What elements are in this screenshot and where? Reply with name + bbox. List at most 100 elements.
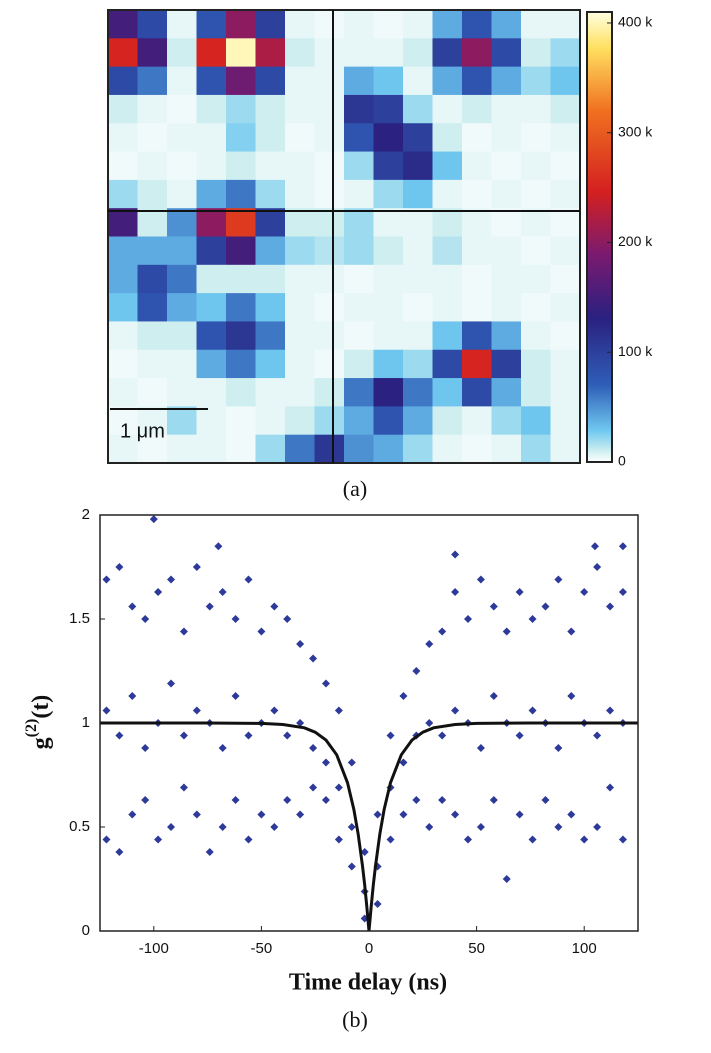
- heatmap-cell: [432, 264, 463, 294]
- data-point: [386, 731, 395, 740]
- heatmap-cell: [403, 179, 433, 209]
- heatmap-cell: [344, 406, 374, 436]
- heatmap-cell: [167, 123, 197, 153]
- heatmap-cell: [285, 10, 315, 39]
- heatmap-cell: [521, 321, 551, 351]
- heatmap-cell: [137, 94, 168, 124]
- data-point: [476, 743, 485, 752]
- data-point: [476, 575, 485, 584]
- heatmap-cell: [462, 10, 492, 39]
- heatmap-cell: [373, 378, 404, 407]
- heatmap-cell: [255, 378, 286, 407]
- heatmap-cell: [108, 236, 138, 266]
- heatmap-cell: [462, 208, 492, 237]
- heatmap-cell: [285, 66, 315, 96]
- heatmap-cell: [226, 406, 256, 436]
- heatmap-cell: [521, 38, 551, 68]
- heatmap-cell: [285, 38, 315, 68]
- heatmap-cell: [550, 434, 581, 464]
- heatmap-cell: [314, 123, 345, 153]
- heatmap-cell: [226, 38, 256, 68]
- heatmap-cell: [344, 321, 374, 351]
- heatmap-cell: [491, 236, 522, 266]
- heatmap-cell: [314, 434, 345, 464]
- heatmap-cell: [373, 264, 404, 294]
- heatmap-cell: [108, 321, 138, 351]
- data-point: [593, 731, 602, 740]
- data-point: [205, 602, 214, 611]
- heatmap-cell: [108, 208, 138, 237]
- heatmap-cell: [521, 264, 551, 294]
- data-point: [270, 706, 279, 715]
- data-point: [128, 810, 137, 819]
- heatmap-cell: [137, 434, 168, 464]
- heatmap-cell: [255, 10, 286, 39]
- data-point: [309, 743, 318, 752]
- heatmap-cell: [137, 208, 168, 237]
- data-point: [425, 639, 434, 648]
- heatmap-cell: [373, 293, 404, 322]
- heatmap-cell: [550, 264, 581, 294]
- heatmap-cell: [255, 179, 286, 209]
- heatmap-cell: [373, 38, 404, 68]
- data-point: [283, 795, 292, 804]
- heatmap-cell: [344, 208, 374, 237]
- heatmap-cell: [167, 179, 197, 209]
- heatmap-cell: [550, 293, 581, 322]
- heatmap-cell: [462, 151, 492, 181]
- heatmap-cell: [137, 179, 168, 209]
- heatmap-cell: [255, 434, 286, 464]
- data-point: [425, 719, 434, 727]
- heatmap-cell: [491, 349, 522, 379]
- heatmap-cell: [314, 264, 345, 294]
- heatmap-cell: [462, 321, 492, 351]
- data-point: [102, 575, 111, 584]
- data-point: [451, 550, 460, 559]
- heatmap-cell: [196, 66, 227, 96]
- heatmap-cell: [255, 123, 286, 153]
- heatmap-cell: [196, 208, 227, 237]
- heatmap-cell: [314, 378, 345, 407]
- heatmap-cell: [167, 10, 197, 39]
- heatmap-cell: [550, 10, 581, 39]
- heatmap-cell: [226, 94, 256, 124]
- heatmap-cell: [344, 94, 374, 124]
- data-point: [309, 783, 318, 792]
- caption-b: (b): [342, 1007, 368, 1032]
- heatmap-cell: [344, 434, 374, 464]
- heatmap-cell: [491, 264, 522, 294]
- heatmap-cell: [314, 293, 345, 322]
- x-tick-label: -100: [139, 940, 169, 957]
- heatmap-cell: [314, 38, 345, 68]
- y-axis-label: g(2)(t): [23, 695, 54, 750]
- heatmap-cell: [403, 406, 433, 436]
- data-point: [541, 602, 550, 611]
- heatmap-cell: [432, 10, 463, 39]
- heatmap-cell: [167, 321, 197, 351]
- heatmap-cell: [196, 123, 227, 153]
- heatmap-cell: [550, 406, 581, 436]
- data-point: [218, 743, 227, 752]
- data-point: [102, 706, 111, 715]
- heatmap-cell: [344, 38, 374, 68]
- heatmap-cell: [462, 434, 492, 464]
- data-point: [489, 691, 498, 700]
- heatmap-cell: [550, 66, 581, 96]
- data-point: [528, 615, 537, 623]
- heatmap-cell: [196, 434, 227, 464]
- data-point: [334, 835, 343, 844]
- heatmap-cell: [108, 123, 138, 153]
- y-label-base: g: [28, 737, 54, 749]
- heatmap-cell: [491, 434, 522, 464]
- heatmap-cell: [491, 123, 522, 153]
- heatmap-cell: [196, 293, 227, 322]
- heatmap-cell: [344, 349, 374, 379]
- data-point: [412, 795, 421, 804]
- heatmap-cell: [314, 94, 345, 124]
- heatmap-cell: [491, 293, 522, 322]
- plot-frame: [99, 514, 639, 932]
- data-point: [567, 627, 576, 636]
- data-point: [399, 758, 408, 767]
- heatmap-cell: [550, 179, 581, 209]
